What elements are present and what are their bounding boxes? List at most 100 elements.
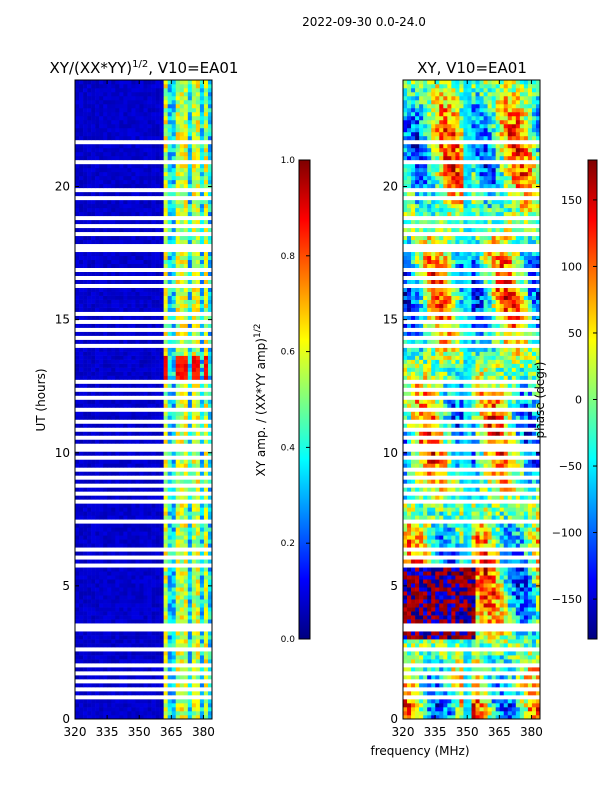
heat-cell [511,703,517,708]
heat-cell [179,607,185,612]
heat-cell [191,703,197,708]
heat-cell [95,639,100,644]
heat-cell [195,331,201,336]
heat-cell [163,383,168,388]
heat-cell [427,631,432,636]
heat-cell [507,655,513,660]
heat-cell [179,595,185,600]
heat-cell [187,595,193,600]
heat-cell [131,263,136,269]
heat-cell [179,567,185,572]
heat-cell [107,399,112,404]
heat-cell [79,575,84,580]
heat-cell [179,331,185,336]
heat-cell [179,295,185,300]
heat-cell [207,503,213,508]
heat-cell [483,579,488,584]
heat-cell [175,367,181,372]
heat-cell [207,643,213,648]
heat-cell [147,183,152,189]
heat-cell [107,171,112,177]
heat-cell [147,375,152,380]
heat-cell [123,131,128,137]
heat-cell [151,543,156,548]
heat-cell [159,183,164,189]
heat-cell [155,503,160,508]
heat-cell [111,367,116,372]
heat-cell [407,619,412,624]
heat-cell [91,80,96,85]
heat-cell [95,591,100,596]
heat-cell [143,703,148,708]
heat-cell [207,211,213,217]
heat-cell [167,603,173,608]
heat-cell [179,175,185,181]
heat-cell [459,659,464,664]
heat-cell [419,639,424,644]
heat-cell [191,115,197,121]
heat-cell [79,619,84,624]
heat-cell [111,175,116,181]
heat-cell [163,80,168,85]
heat-cell [139,375,144,380]
heat-cell [535,583,541,588]
heat-cell [107,615,112,620]
heat-cell [127,607,132,612]
heat-cell [499,643,505,648]
heat-cell [139,147,144,153]
heat-cell [479,699,484,704]
heat-cell [91,339,96,344]
heat-cell [191,199,197,205]
heat-cell [135,339,140,344]
heat-cell [79,295,84,300]
heat-cell [183,523,189,528]
heat-cell [75,575,80,580]
heat-cell [79,415,84,420]
heat-cell [159,635,164,640]
heat-cell [111,459,116,464]
heat-cell [415,683,420,688]
heat-cell [95,603,100,608]
heat-cell [159,363,164,368]
heat-cell [147,323,152,328]
heat-cell [195,479,201,484]
heat-cell [111,643,116,648]
heat-cell [163,135,168,141]
heat-cell [167,375,173,380]
heat-cell [183,331,189,336]
heat-cell [179,587,185,592]
heat-cell [179,151,185,157]
heat-cell [99,531,104,536]
heat-cell [163,251,168,257]
heat-cell [207,299,213,304]
heat-cell [483,715,488,720]
heat-cell [191,167,197,173]
amp-colorbar-ticks: 0.00.20.40.60.81.0 [281,156,310,645]
heat-cell [195,383,201,388]
heat-cell [103,279,108,284]
heat-cell [107,315,112,320]
heat-cell [131,271,136,276]
flagged-gap [75,195,212,201]
heat-cell [119,515,124,520]
heat-cell [139,351,144,356]
heat-cell [471,683,476,688]
heat-cell [171,651,177,656]
heat-cell [79,675,84,680]
heat-cell [99,155,104,161]
heat-cell [103,691,108,696]
heat-cell [135,271,140,276]
heat-cell [163,591,168,596]
heat-cell [183,559,189,564]
heat-cell [115,655,120,660]
heat-cell [531,615,537,620]
heat-cell [527,659,533,664]
heat-cell [115,603,120,608]
heat-cell [179,631,185,636]
heat-cell [175,715,181,720]
heat-cell [495,591,501,596]
heat-cell [203,655,209,660]
heat-cell [127,255,132,261]
heat-cell [119,219,124,225]
heat-cell [95,411,100,416]
